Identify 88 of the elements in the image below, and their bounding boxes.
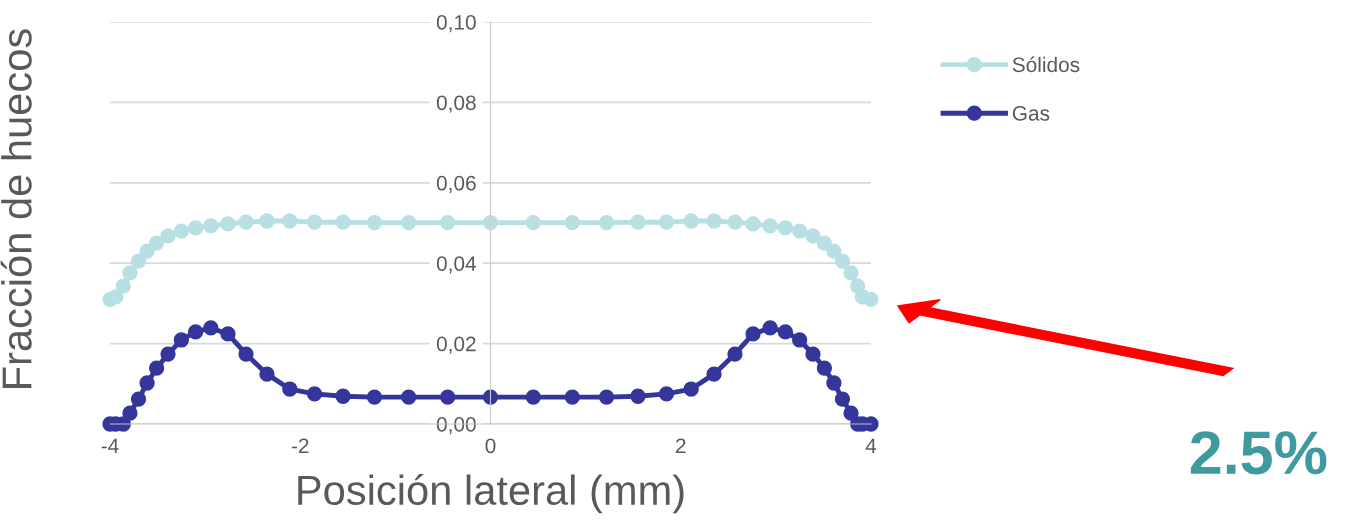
point (160, 346, 176, 362)
point (826, 375, 842, 391)
point (173, 223, 189, 239)
y-tick-label: 0,02 (436, 336, 476, 354)
x-tick-label: 2 (676, 438, 686, 453)
point (440, 389, 456, 405)
point (792, 332, 808, 348)
point (762, 218, 778, 234)
point (401, 389, 417, 405)
point (482, 214, 499, 231)
y-tick-label: 0,06 (436, 175, 476, 194)
legend-label: Sólidos (1012, 56, 1080, 73)
x-tick-label: 0 (485, 438, 496, 454)
point (564, 214, 580, 231)
point (238, 346, 254, 362)
point (706, 213, 722, 229)
x-axis-title: Posición lateral (mm) (298, 473, 684, 514)
x-tick-label: -4 (101, 438, 119, 453)
point (843, 405, 859, 421)
point (762, 320, 778, 336)
point (259, 366, 275, 382)
legend-label: Gas (1012, 105, 1050, 121)
point (727, 214, 743, 230)
point (816, 360, 833, 376)
point (745, 216, 761, 232)
point (745, 326, 761, 342)
point (238, 214, 254, 230)
point (683, 381, 699, 397)
point (826, 243, 842, 259)
point (482, 389, 499, 405)
y-tick-label: 0,08 (436, 95, 476, 113)
point (366, 214, 383, 231)
point (130, 253, 147, 269)
point (792, 223, 808, 239)
point (706, 366, 722, 382)
y-tick-label: 0,00 (436, 417, 476, 435)
point (203, 320, 219, 336)
point (282, 381, 298, 397)
point (335, 214, 351, 230)
point (843, 265, 859, 281)
point (564, 389, 580, 405)
point (108, 289, 124, 305)
point (658, 386, 675, 402)
x-tick-label: -2 (291, 438, 309, 453)
point (727, 346, 743, 362)
point (148, 360, 165, 376)
point (834, 391, 851, 407)
y-axis-title: Fracción de huecos (0, 29, 32, 388)
point (115, 278, 131, 294)
y-tick-label: 0,10 (436, 15, 476, 33)
point (173, 332, 189, 348)
point (863, 291, 879, 308)
point (805, 228, 821, 244)
point (130, 391, 147, 407)
x-tick-label: 4 (865, 438, 877, 453)
point (160, 228, 176, 244)
point (658, 214, 675, 230)
point (525, 389, 541, 405)
point (805, 346, 821, 362)
point (777, 324, 794, 340)
point (203, 218, 219, 234)
point (306, 214, 323, 230)
point (816, 235, 833, 251)
point (187, 324, 204, 340)
point (525, 214, 541, 231)
point (777, 220, 794, 236)
point (122, 405, 138, 421)
point (366, 389, 383, 405)
point (220, 326, 236, 342)
point (630, 388, 646, 404)
point (187, 220, 204, 236)
point (335, 388, 351, 404)
point (440, 214, 456, 231)
point (282, 213, 298, 229)
point (834, 253, 851, 269)
point (122, 265, 138, 281)
point (220, 216, 236, 232)
point (598, 214, 615, 231)
point (683, 213, 699, 229)
point (139, 375, 155, 391)
point (148, 235, 165, 251)
text: 2.5% (1190, 431, 1327, 475)
point (630, 214, 646, 230)
point (598, 389, 615, 405)
point (259, 213, 275, 229)
y-tick-label: 0,04 (436, 256, 477, 274)
point (401, 214, 417, 231)
point (306, 386, 323, 402)
